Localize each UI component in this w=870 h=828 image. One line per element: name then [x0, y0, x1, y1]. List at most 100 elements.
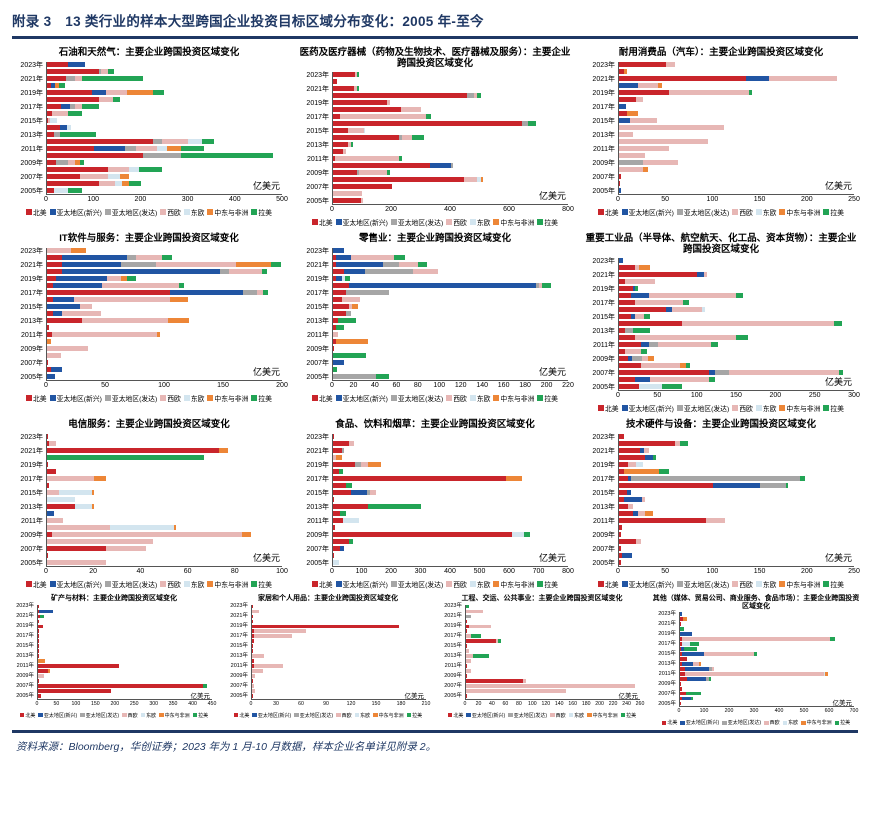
x-axis-tick: 210 [421, 700, 431, 707]
legend-label: 西欧 [167, 210, 181, 217]
bar-segment-拉美 [542, 282, 551, 288]
plot-area-wrap: 亿美元 0 50 100 150 200 [44, 247, 288, 392]
y-axis-label: 2005年 [16, 693, 34, 700]
bar-row [47, 559, 282, 565]
bar-segment-西欧 [353, 85, 357, 91]
y-axis-label: 2011年 [444, 663, 462, 670]
legend-item: 西欧 [446, 217, 467, 227]
legend-label: 亚太地区(新兴) [342, 219, 388, 227]
chart-title: 技术硬件与设备：主要企业跨国投资区域变化 [625, 418, 816, 430]
legend-label: 拉美 [258, 210, 272, 217]
legend-label: 东欧 [762, 581, 777, 589]
bar-row [333, 545, 568, 551]
bar-segment-西欧 [49, 440, 57, 446]
legend-swatch-icon [122, 712, 127, 718]
bar-row [333, 176, 568, 182]
bar-segment-东欧 [157, 146, 167, 151]
bar-row [619, 299, 854, 305]
y-axis-label: 2021年 [306, 261, 329, 269]
bar-segment-亚太地区(新兴) [336, 254, 352, 260]
bar-row [333, 268, 568, 274]
x-axis-tick: 80 [230, 567, 239, 575]
y-axis-labels: 2023年 2021年 2019年 2017年 2015年 2013年 2011年 2009年… [582, 434, 618, 578]
x-axis-tick: 200 [385, 567, 397, 575]
bar-row [38, 639, 212, 643]
x-axis-ticks: 0 20 40 60 80 100 120 140 160 180 200 220 240 260 [464, 700, 645, 711]
bar-segment-亚太地区(新兴) [634, 376, 651, 382]
y-axis-label: 2019年 [16, 623, 34, 630]
chart-body: 2023年 2021年 2019年 2017年 2015年 2013年 2011年 2009年… [10, 604, 218, 711]
bar-row [47, 261, 282, 267]
y-axis-labels: 2023年 2021年 2019年 2017年 2015年 2013年 2011年 2009年… [10, 248, 46, 392]
x-axis-tick: 150 [371, 700, 381, 707]
legend-label: 亚太地区(新兴) [628, 210, 674, 217]
bar-row [38, 609, 212, 613]
bar-segment-拉美 [346, 482, 352, 488]
bar-segment-北美 [333, 538, 350, 544]
bar-segment-北美 [38, 684, 204, 688]
legend: 北美 亚太地区(新兴) 亚太地区(发达) 西欧 东欧 中东与非洲 拉美 [10, 207, 288, 217]
y-axis-label: 2007年 [592, 369, 615, 377]
y-axis-labels: 2023年 2021年 2019年 2017年 2015年 2013年 2011年 2009年… [10, 604, 37, 711]
bar-segment-中东与非洲 [481, 176, 483, 182]
legend-label: 北美 [667, 720, 678, 727]
x-axis-ticks: 0 30 60 90 120 150 180 210 [250, 700, 431, 711]
legend-label: 东欧 [190, 581, 205, 589]
x-axis-tick: 600 [503, 205, 515, 213]
bar-row [619, 62, 854, 67]
bar-row [619, 257, 854, 263]
bar-segment-拉美 [340, 510, 346, 516]
bar-segment-西欧 [466, 609, 483, 613]
bar-segment-西欧 [47, 345, 89, 351]
y-axis-label: 2011年 [230, 663, 248, 670]
bar-segment-拉美 [40, 614, 44, 618]
bar-row [333, 461, 568, 467]
y-axis-label: 2021年 [658, 621, 676, 628]
x-axis-tick: 350 [168, 700, 178, 707]
bar-segment-西欧 [387, 99, 391, 105]
bar-segment-亚太地区(发达) [345, 289, 389, 295]
bar-segment-中东与非洲 [38, 659, 45, 663]
legend-item: 西欧 [160, 579, 181, 589]
bar-row [466, 669, 640, 673]
x-axis-tick: 500 [276, 196, 288, 203]
bar-segment-拉美 [82, 104, 99, 109]
bar-segment-北美 [333, 510, 341, 516]
bar-row [333, 338, 568, 344]
bar-segment-中东与非洲 [506, 475, 523, 481]
x-axis-tick: 300 [749, 708, 759, 715]
bar-segment-北美 [333, 296, 342, 302]
bar-segment-西欧 [101, 69, 109, 74]
bar-row [47, 289, 282, 295]
bar-segment-拉美 [338, 317, 357, 323]
bar-row [333, 113, 568, 119]
bar-segment-北美 [333, 261, 337, 267]
bar-segment-西欧 [619, 125, 725, 130]
bar-segment-北美 [47, 552, 49, 558]
y-axis-label: 2007年 [306, 183, 329, 191]
bar-segment-亚太地区(新兴) [645, 454, 653, 460]
bar-segment-西欧 [47, 517, 64, 523]
legend-swatch-icon [159, 712, 164, 718]
bar-segment-中东与非洲 [168, 317, 190, 323]
bar-row [333, 99, 568, 105]
bar-segment-北美 [680, 682, 682, 686]
legend-label: 西欧 [453, 395, 467, 403]
bar-segment-亚太地区(新兴) [621, 552, 633, 558]
bar-segment-拉美 [126, 275, 137, 281]
bar-segment-拉美 [683, 299, 690, 305]
x-axis-ticks: 0 50 100 150 200 [44, 382, 288, 392]
bar-row [38, 654, 212, 658]
bar-segment-北美 [47, 132, 55, 137]
legend-label: 西欧 [739, 405, 753, 413]
bar-segment-亚太地区(新兴) [619, 188, 621, 193]
bar-segment-中东与非洲 [55, 83, 60, 88]
bar-row [680, 612, 854, 616]
y-axis-labels: 2023年 2021年 2019年 2017年 2015年 2013年 2011年 2009年… [296, 434, 332, 578]
y-axis-label: 2019年 [306, 99, 329, 107]
plot-area [251, 604, 426, 700]
x-axis-tick: 160 [568, 700, 578, 707]
plot-area-wrap: 亿美元 0 20 40 60 80 100 120 140 160 180 200 220 [330, 247, 574, 392]
bar-row [333, 289, 568, 295]
bar-row [252, 674, 426, 678]
